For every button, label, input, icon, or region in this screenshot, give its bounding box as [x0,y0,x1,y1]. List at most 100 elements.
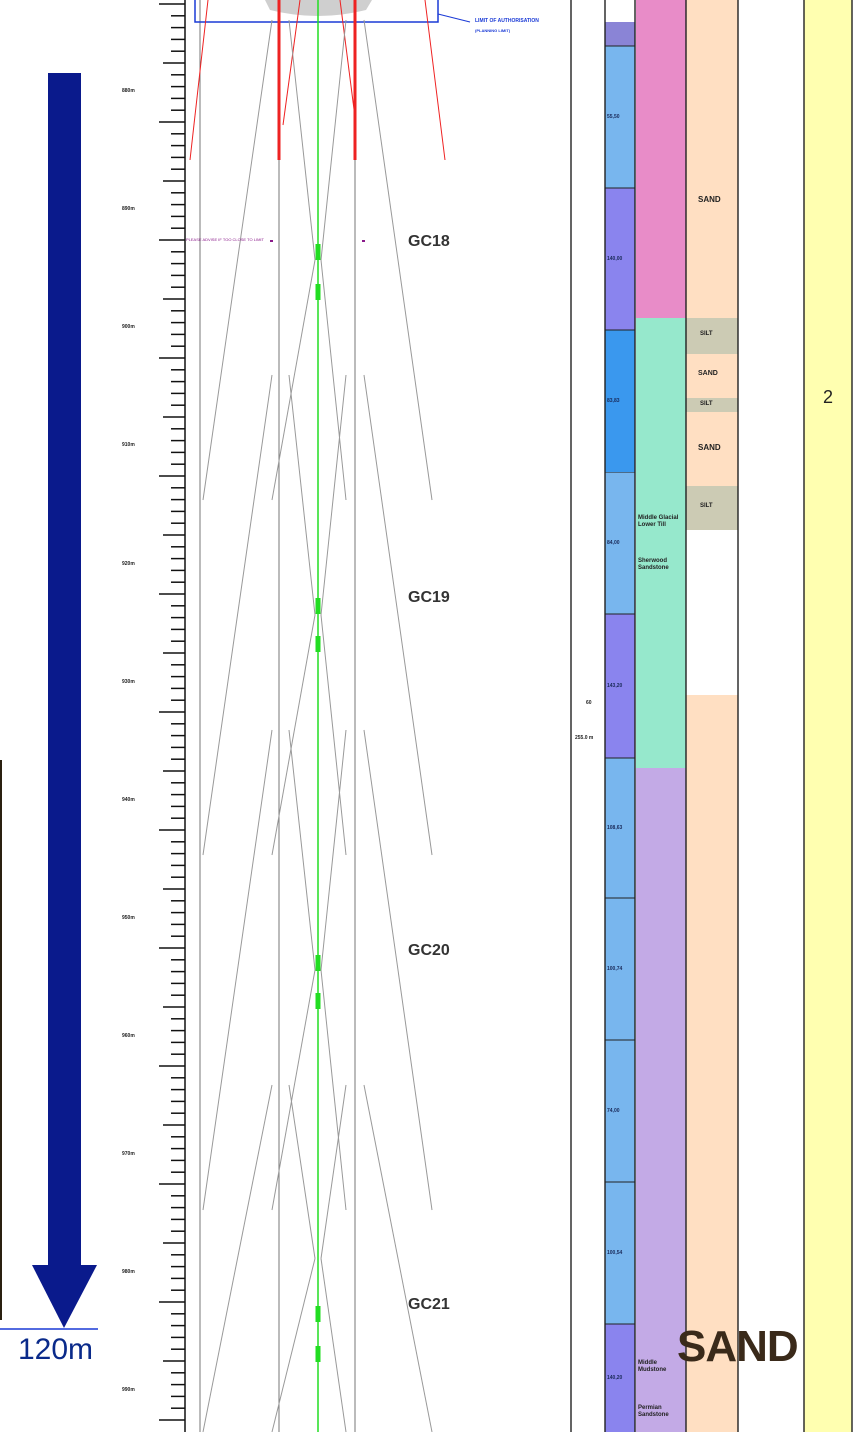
segment-blocks [605,45,635,1432]
cone-line [288,1084,316,1259]
tick-label: 950m [122,915,135,921]
cone-line [202,19,273,501]
segment-value: 100,54 [607,1250,623,1256]
segment-column-white [605,0,635,22]
strata-label-permian: Permian Sandstone [638,1405,669,1418]
depth-label: 120m [18,1333,94,1366]
gc-marker-label: GC19 [408,589,450,606]
guide-lines [199,0,356,1432]
purple-note: PLEASE ADVISE IF TOO CLOSE TO LIMIT [186,237,264,242]
green-marker [315,993,321,1009]
strata-label-upper: Middle Glacial Lower Till [638,515,679,528]
green-marker [315,244,321,260]
ruler-ticks [159,3,185,1421]
segment-value: 100,74 [607,966,623,972]
cone-line [320,729,347,971]
gc-marker-label: GC20 [408,942,450,959]
cone-line [271,1258,316,1433]
segment-block [605,1040,635,1182]
cone-line [288,19,316,261]
sand-label: SAND [698,443,721,452]
cone-line [363,729,433,1211]
cone-line [320,1258,347,1433]
red-limit-lines [189,0,446,161]
segment-value: 108,63 [607,825,623,831]
green-marker [315,284,321,300]
segment-value: 74,00 [607,1108,620,1114]
tick-label: 990m [122,1387,135,1393]
silt-label: SILT [700,331,713,337]
segment-block [605,1324,635,1432]
lithology-white-gap [686,530,738,695]
tick-label: 970m [122,1151,135,1157]
strata-label-mudstone: Middle Mudstone [638,1360,667,1373]
zone-column [804,0,852,1432]
cone-line [271,969,316,1211]
green-marker [315,636,321,652]
segment-block [605,1182,635,1324]
cone-line [320,19,347,261]
silt-label: SILT [700,503,713,509]
silt-band [686,318,738,354]
influence-cones [202,19,433,1433]
tick-label: 920m [122,561,135,567]
segment-value: 83,83 [607,398,620,404]
authorisation-leader [437,13,471,23]
cone-line [288,374,316,616]
limit-of-authorisation-box [194,0,439,23]
strata-pink [636,0,686,318]
cone-line [363,1084,433,1433]
strata-lavender [636,768,686,1432]
segment-block [605,46,635,188]
cone-line [320,1084,347,1259]
tick-label: 940m [122,797,135,803]
limit-of-authorisation-label: LIMIT OF AUTHORISATION [475,18,539,24]
strata-label-sherwood: Sherwood Sandstone [638,558,669,571]
tick-label: 960m [122,1033,135,1039]
cone-line [320,374,347,616]
limit-sub-label: (PLANNING LIMIT) [475,28,511,33]
sand-large-label: SAND [677,1322,799,1371]
silt-label: SILT [700,401,713,407]
green-markers [315,244,321,1362]
silt-band [686,398,738,412]
purple-marker [270,240,273,242]
tick-label: 900m [122,324,135,330]
segment-block [605,472,635,614]
cone-line [202,374,273,856]
sand-label: SAND [698,370,718,377]
strata-teal [636,318,686,768]
segment-cap [605,22,635,46]
segment-value: 143,20 [607,683,623,689]
segment-block [605,758,635,898]
segment-value: 140,20 [607,1375,623,1381]
green-marker [315,598,321,614]
green-marker [315,955,321,971]
cone-line [363,19,433,501]
cone-line [320,614,347,856]
cone-line [202,1084,273,1433]
purple-marker [362,240,365,242]
lithology-column [686,0,738,1432]
tick-label: 880m [122,88,135,94]
depth-arrow-head [32,1265,97,1328]
sand-label: SAND [698,195,721,204]
mid-value-2: 255.0 m [575,735,594,741]
zone-number: 2 [823,387,834,407]
gc-marker-label: GC18 [408,233,450,250]
green-marker [315,1306,321,1322]
cone-line [320,969,347,1211]
cone-line [363,374,433,856]
cone-line [288,729,316,971]
cone-line [202,729,273,1211]
depth-arrow-shaft [48,73,81,1271]
column-borders [570,0,853,1432]
green-marker [315,1346,321,1362]
segment-block [605,188,635,330]
gc-marker-label: GC21 [408,1296,450,1313]
tick-label: 910m [122,442,135,448]
tick-label: 930m [122,679,135,685]
segment-block [605,898,635,1040]
